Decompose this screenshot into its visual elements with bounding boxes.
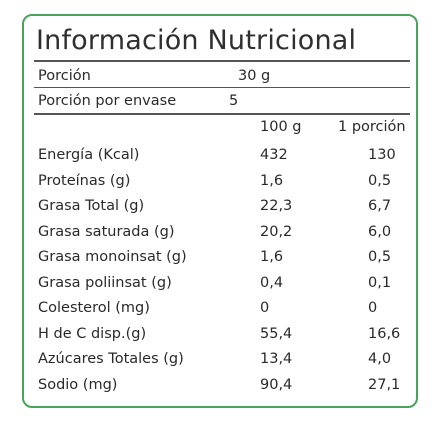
servings-rule xyxy=(34,113,410,115)
nutrient-row: Grasa monoinsat (g) 1,6 0,5 xyxy=(24,250,416,274)
title-rule xyxy=(34,60,410,62)
nutrition-facts-panel: Información Nutricional Porción 30 g Por… xyxy=(22,14,418,408)
nutrient-value-per-100g: 20,2 xyxy=(260,223,293,240)
nutrient-value-per-portion: 130 xyxy=(368,147,396,163)
servings-label: Porción por envase xyxy=(38,93,177,109)
nutrient-value-per-portion: 0,5 xyxy=(368,249,392,265)
nutrient-value-per-portion: 0 xyxy=(368,300,378,316)
nutrition-title: Información Nutricional xyxy=(36,25,357,56)
nutrient-value-per-portion: 16,6 xyxy=(368,325,401,342)
nutrient-value-per-portion: 0,5 xyxy=(368,172,392,189)
nutrient-value-per-100g: 55,4 xyxy=(260,325,293,342)
column-header-per-portion: 1 porción xyxy=(338,119,406,135)
portion-label: Porción xyxy=(38,68,91,84)
nutrient-row: Energía (Kcal) 432 130 xyxy=(24,148,416,172)
nutrient-name: Colesterol (mg) xyxy=(38,300,150,316)
nutrient-row: H de C disp.(g) 55,4 16,6 xyxy=(24,325,416,351)
nutrient-name: Grasa poliinsat (g) xyxy=(38,274,172,291)
nutrient-name: Grasa saturada (g) xyxy=(38,223,175,240)
nutrient-row: Proteínas (g) 1,6 0,5 xyxy=(24,172,416,198)
nutrient-row: Grasa Total (g) 22,3 6,7 xyxy=(24,199,416,223)
nutrient-row: Colesterol (mg) 0 0 xyxy=(24,301,416,325)
nutrient-name: H de C disp.(g) xyxy=(38,325,147,342)
nutrient-value-per-portion: 27,1 xyxy=(368,376,401,393)
nutrient-value-per-portion: 6,0 xyxy=(368,223,392,240)
nutrient-row: Sodio (mg) 90,4 27,1 xyxy=(24,376,416,402)
nutrient-value-per-100g: 1,6 xyxy=(260,172,284,189)
nutrient-row: Grasa saturada (g) 20,2 6,0 xyxy=(24,223,416,249)
portion-value: 30 g xyxy=(238,68,271,84)
portion-rule xyxy=(34,87,410,88)
servings-value: 5 xyxy=(229,93,239,109)
nutrient-value-per-100g: 90,4 xyxy=(260,376,293,393)
nutrient-name: Sodio (mg) xyxy=(38,376,118,393)
nutrient-value-per-100g: 0,4 xyxy=(260,274,284,291)
nutrient-value-per-portion: 0,1 xyxy=(368,274,392,291)
nutrient-value-per-100g: 22,3 xyxy=(260,198,293,214)
nutrient-name: Energía (Kcal) xyxy=(38,147,140,163)
nutrient-name: Azúcares Totales (g) xyxy=(38,351,184,367)
nutrient-name: Proteínas (g) xyxy=(38,172,131,189)
nutrient-value-per-portion: 4,0 xyxy=(368,351,392,367)
nutrient-value-per-100g: 432 xyxy=(260,147,288,163)
nutrient-row: Azúcares Totales (g) 13,4 4,0 xyxy=(24,352,416,376)
nutrient-name: Grasa Total (g) xyxy=(38,198,145,214)
nutrient-value-per-portion: 6,7 xyxy=(368,198,392,214)
nutrient-name: Grasa monoinsat (g) xyxy=(38,249,187,265)
nutrient-value-per-100g: 1,6 xyxy=(260,249,284,265)
nutrient-row: Grasa poliinsat (g) 0,4 0,1 xyxy=(24,274,416,300)
column-header-per-100g: 100 g xyxy=(260,119,302,135)
nutrient-value-per-100g: 0 xyxy=(260,300,270,316)
nutrient-value-per-100g: 13,4 xyxy=(260,351,293,367)
